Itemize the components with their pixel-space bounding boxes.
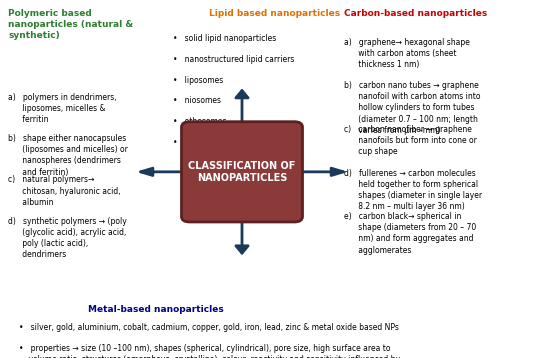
Text: Polymeric based
nanoparticles (natural &
synthetic): Polymeric based nanoparticles (natural &…: [8, 9, 133, 40]
Text: CLASSIFICATION OF
NANOPARTICLES: CLASSIFICATION OF NANOPARTICLES: [188, 161, 296, 183]
Text: •   nanostructured lipid carriers: • nanostructured lipid carriers: [173, 55, 295, 64]
Text: a)   polymers in dendrimers,
      liposomes, micelles &
      ferritin: a) polymers in dendrimers, liposomes, mi…: [8, 93, 117, 124]
Text: •   liposomes: • liposomes: [173, 76, 223, 84]
Text: •   ethosomes: • ethosomes: [173, 117, 227, 126]
Text: Metal-based nanoparticles: Metal-based nanoparticles: [88, 305, 224, 314]
Text: d)   synthetic polymers → (poly
      (glycolic acid), acrylic acid,
      poly : d) synthetic polymers → (poly (glycolic …: [8, 217, 127, 259]
Text: b)   carbon nano tubes → graphene
      nanofoil with carbon atoms into
      ho: b) carbon nano tubes → graphene nanofoil…: [344, 81, 480, 135]
Text: •   silver, gold, aluminium, cobalt, cadmium, copper, gold, iron, lead, zinc & m: • silver, gold, aluminium, cobalt, cadmi…: [19, 323, 399, 332]
Text: b)   shape either nanocapsules
      (liposomes and micelles) or
      nanospher: b) shape either nanocapsules (liposomes …: [8, 134, 128, 176]
Text: a)   graphene→ hexagonal shape
      with carbon atoms (sheet
      thickness 1 : a) graphene→ hexagonal shape with carbon…: [344, 38, 470, 69]
Text: •   solid lipid nanoparticles: • solid lipid nanoparticles: [173, 34, 277, 43]
Text: •   niosomes: • niosomes: [173, 96, 221, 105]
Text: •   properties → size (10 –100 nm), shapes (spherical, cylindrical), pore size, : • properties → size (10 –100 nm), shapes…: [19, 344, 400, 358]
Text: Carbon-based nanoparticles: Carbon-based nanoparticles: [344, 9, 487, 18]
Text: c)   carbon nanofiber → graphene
      nanofoils but form into cone or
      cup: c) carbon nanofiber → graphene nanofoils…: [344, 125, 477, 156]
Text: •   transfersomes: • transfersomes: [173, 138, 240, 147]
Text: Lipid based nanoparticles: Lipid based nanoparticles: [209, 9, 340, 18]
Text: e)   carbon black→ spherical in
      shape (diameters from 20 – 70
      nm) an: e) carbon black→ spherical in shape (dia…: [344, 212, 476, 255]
FancyBboxPatch shape: [182, 122, 302, 222]
Text: c)   natural polymers→
      chitosan, hyaluronic acid,
      albumin: c) natural polymers→ chitosan, hyaluroni…: [8, 175, 121, 207]
Text: d)   fullerenes → carbon molecules
      held together to form spherical
      s: d) fullerenes → carbon molecules held to…: [344, 169, 482, 211]
